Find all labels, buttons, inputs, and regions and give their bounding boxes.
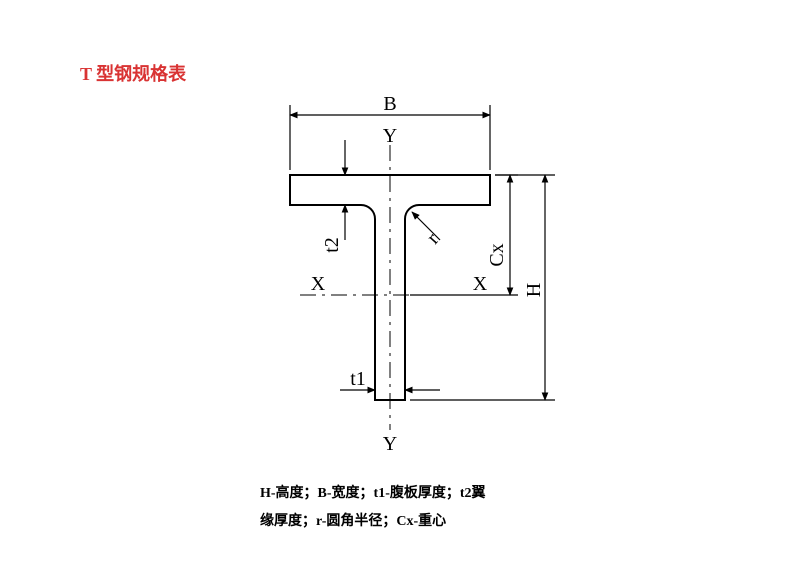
- label-t1: t1: [350, 368, 366, 390]
- label-t2: t2: [321, 237, 343, 253]
- label-cx: Cx: [486, 243, 508, 266]
- label-y-bot: Y: [383, 433, 397, 455]
- label-x-left: X: [311, 273, 326, 295]
- label-y-top: Y: [383, 125, 397, 147]
- legend: H-高度；B-宽度；t1-腹板厚度；t2翼 缘厚度；r-圆角半径；Cx-重心: [260, 480, 580, 536]
- page-title: T 型钢规格表: [80, 60, 186, 86]
- label-b: B: [383, 93, 396, 115]
- t-section-diagram: B H Cx t2 t1 r Y Y X X: [240, 90, 600, 470]
- label-x-right: X: [473, 273, 488, 295]
- label-h: H: [523, 283, 545, 297]
- label-r: r: [422, 228, 443, 248]
- legend-line-1: H-高度；B-宽度；t1-腹板厚度；t2翼: [260, 480, 580, 508]
- legend-line-2: 缘厚度；r-圆角半径；Cx-重心: [260, 508, 580, 536]
